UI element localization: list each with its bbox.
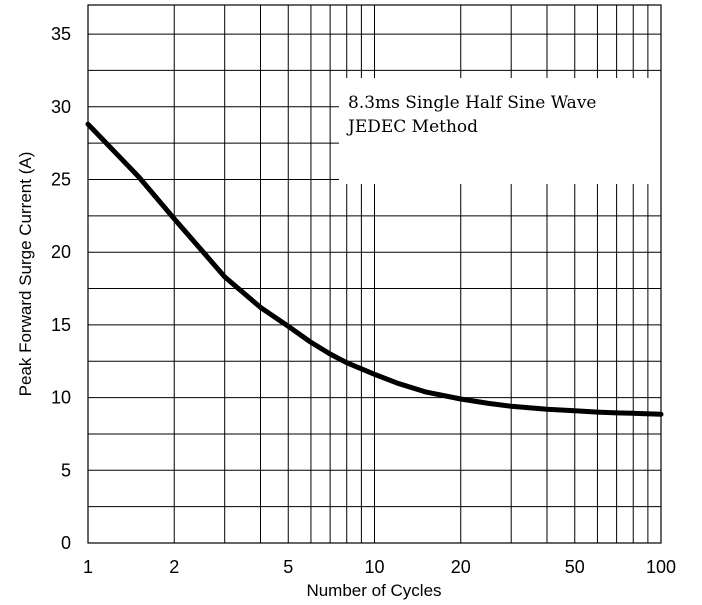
y-tick-label: 15 (51, 315, 71, 335)
y-tick-label: 35 (51, 24, 71, 44)
x-tick-label: 10 (364, 557, 384, 577)
y-tick-label: 20 (51, 242, 71, 262)
y-tick-label: 10 (51, 388, 71, 408)
x-tick-label: 100 (646, 557, 676, 577)
x-tick-label: 1 (83, 557, 93, 577)
x-tick-label: 5 (283, 557, 293, 577)
y-tick-label: 30 (51, 97, 71, 117)
annotation-line-2: JEDEC Method (346, 117, 478, 137)
y-tick-label: 5 (61, 460, 71, 480)
x-axis-title: Number of Cycles (306, 581, 441, 600)
x-tick-label: 2 (169, 557, 179, 577)
plot-frame (87, 4, 662, 544)
x-tick-label: 20 (451, 557, 471, 577)
y-tick-label: 25 (51, 169, 71, 189)
annotation-box: 8.3ms Single Half Sine Wave JEDEC Method (339, 78, 661, 184)
y-axis-title: Peak Forward Surge Current (A) (16, 152, 35, 397)
x-tick-label: 50 (565, 557, 585, 577)
series-line (85, 121, 664, 417)
x-tick-labels: 1 2 5 10 20 50 100 (83, 557, 676, 577)
y-tick-labels: 0 5 10 15 20 25 30 35 (51, 24, 71, 553)
annotation-line-1: 8.3ms Single Half Sine Wave (348, 93, 596, 113)
y-tick-label: 0 (61, 533, 71, 553)
